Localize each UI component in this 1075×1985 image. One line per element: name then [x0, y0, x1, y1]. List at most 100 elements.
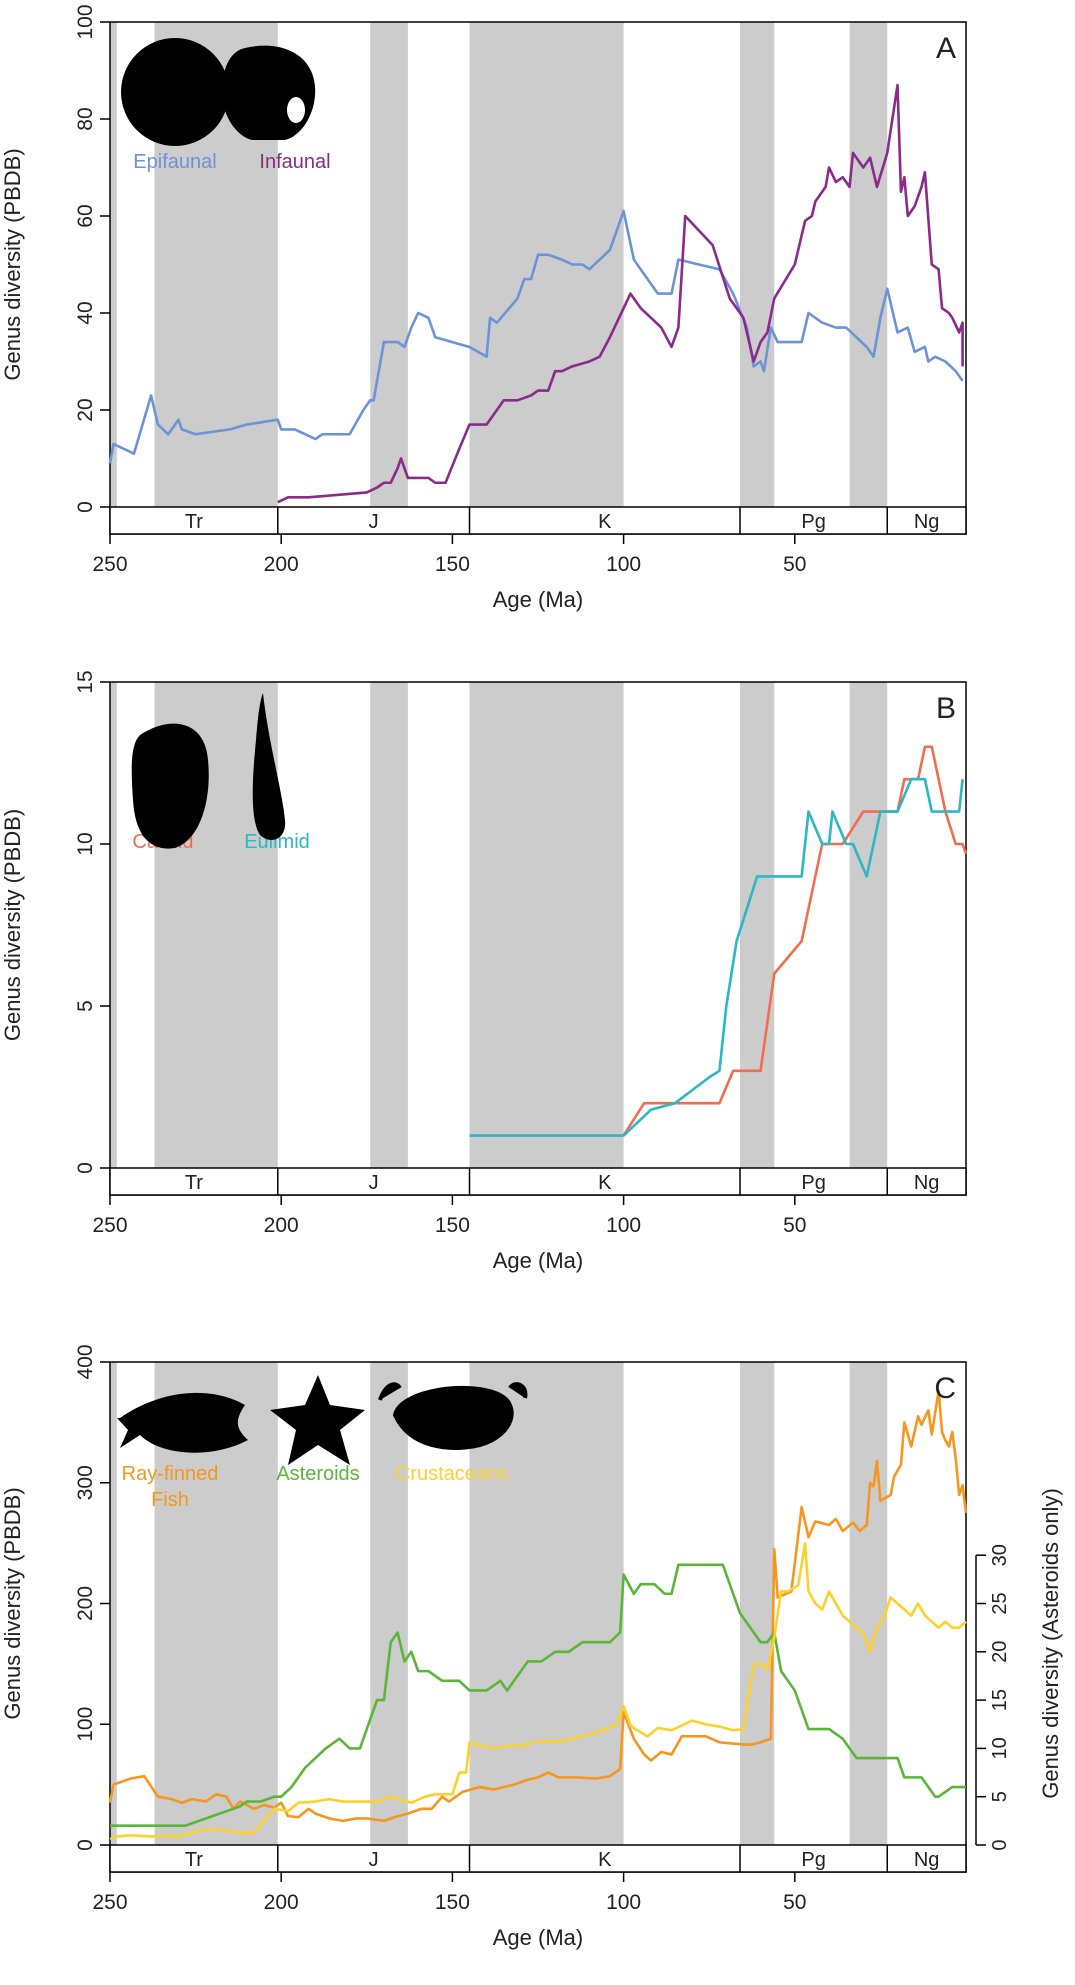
legend-label: Asteroids: [276, 1463, 359, 1485]
stage-band: [110, 1362, 117, 1845]
y-tick-label: 40: [74, 301, 97, 324]
legend-label: Ray-finned: [122, 1463, 219, 1485]
x-tick-label: 250: [92, 1891, 127, 1914]
x-axis-label: Age (Ma): [493, 587, 583, 612]
y2-tick-label: 25: [989, 1592, 1011, 1614]
y-tick-label: 300: [74, 1465, 97, 1500]
x-tick-label: 100: [606, 553, 641, 576]
period-label: Pg: [801, 511, 825, 533]
y2-tick-label: 5: [989, 1791, 1011, 1802]
y-tick-label: 0: [74, 1162, 97, 1174]
stage-band: [849, 682, 888, 1168]
infaunal-silhouette-icon: [287, 97, 305, 123]
period-label: Pg: [801, 1849, 825, 1871]
period-label: Tr: [185, 1849, 203, 1871]
y-tick-label: 60: [74, 204, 97, 227]
y2-tick-label: 10: [989, 1737, 1011, 1759]
stage-band: [849, 1362, 888, 1845]
legend-label: Eulimid: [244, 831, 310, 853]
stage-band: [849, 22, 888, 507]
period-label: Tr: [185, 511, 203, 533]
stage-band: [370, 22, 408, 507]
y-tick-label: 20: [74, 398, 97, 421]
starfish-silhouette-icon: [270, 1375, 365, 1465]
period-label: Ng: [914, 1849, 940, 1871]
y2-tick-label: 30: [989, 1544, 1011, 1566]
stage-band: [370, 682, 408, 1168]
period-label: Tr: [185, 1172, 203, 1194]
x-tick-label: 200: [264, 1214, 299, 1237]
cassid-silhouette-icon: [131, 723, 209, 849]
period-label: K: [598, 1172, 612, 1194]
panel-a: Tr J K Pg Ng 250 200 150 100 50 Age (Ma) 0 20 40 60 80 1…: [0, 4, 967, 612]
stage-band: [110, 22, 117, 507]
y2-axis-label: Genus diversity (Asteroids only): [1038, 1488, 1063, 1799]
y-tick-label: 200: [74, 1586, 97, 1621]
x-tick-label: 50: [783, 1214, 806, 1237]
y-tick-label: 15: [74, 670, 97, 693]
timescale-strip: [109, 1167, 967, 1196]
x-tick-label: 150: [435, 553, 470, 576]
x-tick-label: 50: [783, 1891, 806, 1914]
timescale-strip: [109, 506, 967, 535]
period-label: K: [598, 1849, 612, 1871]
stage-band: [469, 682, 624, 1168]
crab-silhouette-icon: [378, 1382, 528, 1450]
y-tick-label: 100: [74, 1707, 97, 1742]
period-label: J: [369, 511, 379, 533]
legend-label: Infaunal: [259, 151, 330, 173]
x-tick-label: 50: [783, 553, 806, 576]
y-tick-label: 400: [74, 1344, 97, 1379]
period-label: K: [598, 511, 612, 533]
y-tick-label: 0: [74, 1839, 97, 1851]
y-tick-label: 5: [74, 1000, 97, 1012]
y-tick-label: 80: [74, 107, 97, 130]
x-tick-label: 150: [435, 1214, 470, 1237]
y2-tick-label: 15: [989, 1689, 1011, 1711]
fish-silhouette-icon: [117, 1392, 248, 1453]
period-label: J: [369, 1172, 379, 1194]
stage-band: [469, 1362, 624, 1845]
panel-label: B: [936, 692, 956, 725]
y-tick-label: 0: [74, 501, 97, 513]
infaunal-silhouette-icon: [221, 45, 316, 140]
period-label: Ng: [914, 1172, 940, 1194]
timescale-strip: [109, 1844, 967, 1873]
y-tick-label: 100: [74, 4, 97, 39]
eulimid-silhouette-icon: [252, 693, 286, 840]
stage-band: [110, 682, 117, 1168]
series-line-asteroids: [110, 1563, 966, 1827]
epifaunal-silhouette-icon: [121, 38, 229, 146]
panel-b: Tr J K Pg Ng 250 200 150 100 50 Age (Ma) 0 5 10 15 Genu…: [0, 670, 968, 1273]
x-tick-label: 100: [606, 1891, 641, 1914]
series-line-cassid: [622, 745, 968, 1137]
legend-label: Epifaunal: [133, 151, 216, 173]
x-tick-label: 250: [92, 1214, 127, 1237]
period-label: Pg: [801, 1172, 825, 1194]
panel-label: A: [936, 32, 956, 65]
y-axis-label: Genus diversity (PBDB): [0, 148, 25, 380]
x-tick-label: 200: [264, 1891, 299, 1914]
panel-label: C: [934, 1372, 956, 1405]
x-tick-label: 100: [606, 1214, 641, 1237]
stage-band: [370, 1362, 408, 1845]
stage-band: [740, 682, 775, 1168]
x-tick-label: 150: [435, 1891, 470, 1914]
legend-label: Fish: [151, 1489, 189, 1511]
y-axis-label: Genus diversity (PBDB): [0, 1487, 25, 1719]
period-label: J: [369, 1849, 379, 1871]
y-axis-label: Genus diversity (PBDB): [0, 809, 25, 1041]
y-tick-label: 10: [74, 832, 97, 855]
x-axis-label: Age (Ma): [493, 1248, 583, 1273]
y2-tick-label: 0: [989, 1839, 1011, 1850]
x-tick-label: 200: [264, 553, 299, 576]
stage-band: [469, 22, 624, 507]
x-axis-label: Age (Ma): [493, 1925, 583, 1950]
stage-band: [740, 1362, 775, 1845]
legend-label: Crustaceans: [396, 1463, 508, 1485]
y2-tick-label: 20: [989, 1641, 1011, 1663]
x-tick-label: 250: [92, 553, 127, 576]
stage-band: [740, 22, 775, 507]
